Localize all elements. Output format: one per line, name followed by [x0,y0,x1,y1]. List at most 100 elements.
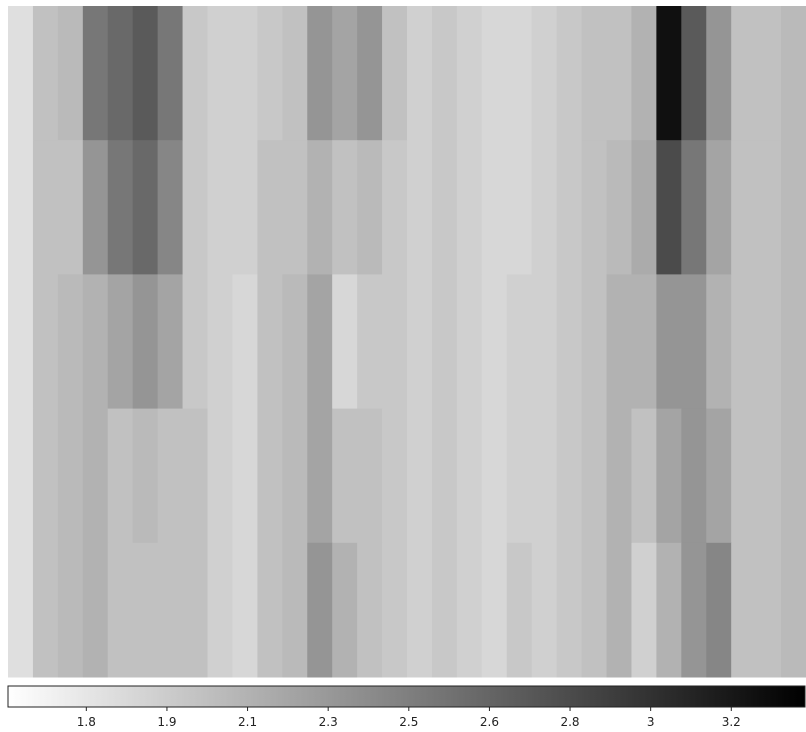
heatmap-cell [756,274,782,410]
heatmap-cell [431,408,458,544]
heatmap-cell [481,140,508,275]
heatmap-cell [681,140,707,275]
heatmap-cell [107,408,134,544]
heatmap-cell [132,408,159,544]
heatmap-cell [207,274,233,410]
heatmap-cell [756,140,782,275]
heatmap-cell [706,542,732,678]
heatmap-cell [681,542,707,678]
heatmap-cell [756,542,782,678]
heatmap-cell [307,6,333,141]
heatmap-cell [731,542,757,678]
heatmap-cell [431,542,458,678]
heatmap-cell [107,274,134,410]
heatmap-cell [8,542,34,678]
heatmap-cell [182,6,208,141]
heatmap-cell [8,408,34,544]
heatmap-cell [332,542,358,678]
heatmap-cell [556,274,583,410]
colorbar-tick-label: 2.6 [480,715,499,729]
heatmap-cell [57,140,84,275]
heatmap-cell [656,6,682,141]
heatmap-cell [781,274,806,410]
heatmap-cell [506,274,533,410]
heatmap-cell [332,140,358,275]
heatmap-cell [506,408,533,544]
heatmap-cell [132,274,159,410]
heatmap-cell [82,408,109,544]
heatmap-cell [407,274,433,410]
heatmap-cell [282,542,308,678]
heatmap-cell [382,140,408,275]
heatmap-cell [8,140,34,275]
heatmap-cell [407,542,433,678]
heatmap-cell [382,274,408,410]
colorbar-tick-label: 2.1 [238,715,257,729]
heatmap-cell [157,140,184,275]
heatmap-cell [332,6,358,141]
heatmap-cell [257,6,283,141]
heatmap-cell [32,274,59,410]
colorbar-tick-label: 2.8 [560,715,579,729]
heatmap-cell [257,408,283,544]
heatmap-cell [257,274,283,410]
heatmap-cell [731,274,757,410]
heatmap-cell [82,274,109,410]
heatmap-cell [756,6,782,141]
heatmap-cell [257,542,283,678]
heatmap-cell [382,542,408,678]
heatmap-cell [332,408,358,544]
heatmap-cell [531,408,558,544]
heatmap-cell [407,408,433,544]
heatmap-cell [606,408,632,544]
heatmap-cell [107,140,134,275]
heatmap-cell [357,6,383,141]
heatmap-cell [631,408,657,544]
heatmap-cell [606,140,632,275]
colorbar-tick-label: 2.3 [319,715,338,729]
heatmap-cell [456,408,483,544]
heatmap-cell [32,6,59,141]
heatmap-cell [756,408,782,544]
heatmap-cell [307,140,333,275]
heatmap-cell [132,542,159,678]
heatmap-cell [481,274,508,410]
heatmap-cell [282,6,308,141]
heatmap-cell [357,542,383,678]
heatmap-cell [357,274,383,410]
heatmap-cell [207,6,233,141]
heatmap-cell [556,140,583,275]
heatmap-cell [556,6,583,141]
colorbar-tick-label: 1.8 [77,715,96,729]
heatmap-cell [531,542,558,678]
heatmap-cell [456,542,483,678]
heatmap-cell [681,6,707,141]
heatmap-cell [731,408,757,544]
heatmap-cell [456,6,483,141]
heatmap-cell [207,542,233,678]
heatmap-cell [506,6,533,141]
heatmap-cell [82,140,109,275]
colorbar-tick-label: 1.9 [157,715,176,729]
heatmap-cell [581,542,607,678]
heatmap-cell [631,274,657,410]
heatmap-cell [182,140,208,275]
heatmap-cell [32,140,59,275]
heatmap-cell [656,140,682,275]
heatmap-cell [581,274,607,410]
heatmap-cell [382,408,408,544]
heatmap-cell [257,140,283,275]
heatmap-cell [656,542,682,678]
heatmap-cell [431,6,458,141]
heatmap-cell [456,274,483,410]
heatmap-cell [32,408,59,544]
heatmap-cell [706,274,732,410]
heatmap-cell [182,274,208,410]
heatmap-cell [506,140,533,275]
heatmap-cell [357,408,383,544]
heatmap-cell [182,542,208,678]
heatmap-cell [456,140,483,275]
heatmap-cell [232,542,258,678]
